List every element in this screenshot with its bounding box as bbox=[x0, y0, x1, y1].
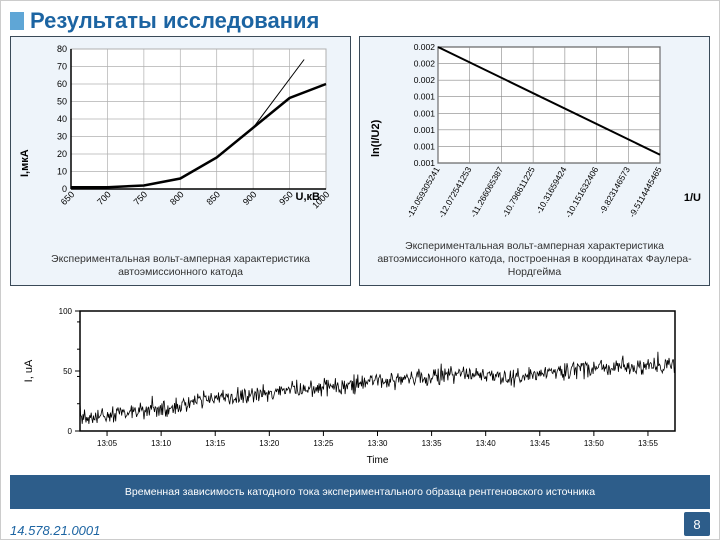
svg-text:13:15: 13:15 bbox=[205, 439, 226, 448]
svg-text:13:10: 13:10 bbox=[151, 439, 172, 448]
right-chart-xlabel: 1/U bbox=[684, 192, 701, 204]
svg-text:13:45: 13:45 bbox=[530, 439, 551, 448]
svg-text:0.001: 0.001 bbox=[414, 92, 436, 102]
left-chart-box: I,мкА 0102030405060708065070075080085090… bbox=[10, 36, 351, 286]
footer-code: 14.578.21.0001 bbox=[10, 523, 100, 538]
right-chart-ylabel: ln(I/U2) bbox=[370, 120, 382, 157]
svg-text:-10.796611225: -10.796611225 bbox=[500, 165, 537, 219]
svg-text:-9.5114445465: -9.5114445465 bbox=[627, 165, 664, 219]
bottom-chart-box: 0 50 100 I, uA 13:05 13:10 13:15 13:20 13:25 13:3… bbox=[10, 296, 710, 471]
right-chart-box: ln(I/U2) 0.0010.0010.0010.0010.0010.0020… bbox=[359, 36, 710, 286]
svg-text:-10.151632406: -10.151632406 bbox=[563, 165, 600, 220]
svg-text:100: 100 bbox=[59, 307, 73, 316]
svg-text:950: 950 bbox=[277, 189, 295, 207]
svg-text:13:30: 13:30 bbox=[367, 439, 388, 448]
svg-text:-13.059305241: -13.059305241 bbox=[404, 165, 441, 220]
svg-text:20: 20 bbox=[57, 149, 67, 159]
svg-text:0.002: 0.002 bbox=[414, 59, 436, 69]
svg-text:50: 50 bbox=[57, 97, 67, 107]
svg-text:10: 10 bbox=[57, 167, 67, 177]
svg-text:900: 900 bbox=[241, 189, 259, 207]
bottom-chart-caption: Временная зависимость катодного тока экс… bbox=[10, 475, 710, 509]
svg-text:13:35: 13:35 bbox=[422, 439, 443, 448]
svg-text:I, uA: I, uA bbox=[23, 359, 35, 382]
svg-text:0: 0 bbox=[68, 427, 73, 436]
top-charts-row: I,мкА 0102030405060708065070075080085090… bbox=[10, 36, 710, 286]
svg-text:0.002: 0.002 bbox=[414, 42, 436, 52]
right-chart-svg: 0.0010.0010.0010.0010.0010.0020.0020.002… bbox=[360, 37, 708, 237]
svg-text:0.001: 0.001 bbox=[414, 141, 436, 151]
svg-text:Time: Time bbox=[367, 455, 389, 466]
svg-text:850: 850 bbox=[204, 189, 222, 207]
svg-text:13:40: 13:40 bbox=[476, 439, 497, 448]
svg-text:50: 50 bbox=[63, 367, 72, 376]
title-bar: Результаты исследования bbox=[10, 8, 319, 34]
svg-text:13:50: 13:50 bbox=[584, 439, 605, 448]
left-chart-svg: 0102030405060708065070075080085090095010… bbox=[11, 37, 349, 237]
svg-text:-10.31659424: -10.31659424 bbox=[534, 165, 569, 216]
page-number: 8 bbox=[684, 512, 710, 536]
svg-text:700: 700 bbox=[95, 189, 113, 207]
svg-text:13:25: 13:25 bbox=[313, 439, 334, 448]
left-chart-ylabel: I,мкА bbox=[19, 149, 31, 177]
right-chart-caption: Экспериментальная вольт-амперная характе… bbox=[370, 240, 699, 279]
svg-text:13:05: 13:05 bbox=[97, 439, 118, 448]
svg-text:13:55: 13:55 bbox=[638, 439, 659, 448]
svg-text:0.001: 0.001 bbox=[414, 108, 436, 118]
svg-text:0.002: 0.002 bbox=[414, 75, 436, 85]
left-chart-xlabel: U,кВ bbox=[296, 191, 320, 203]
svg-text:13:20: 13:20 bbox=[259, 439, 280, 448]
slide-title: Результаты исследования bbox=[30, 8, 319, 34]
svg-text:0.001: 0.001 bbox=[414, 125, 436, 135]
svg-text:800: 800 bbox=[168, 189, 186, 207]
svg-text:-9.823146573: -9.823146573 bbox=[597, 165, 632, 216]
bottom-chart-svg: 0 50 100 I, uA 13:05 13:10 13:15 13:20 13:25 13:3… bbox=[10, 296, 710, 471]
svg-text:-12.072541253: -12.072541253 bbox=[436, 165, 473, 220]
svg-text:70: 70 bbox=[57, 62, 67, 72]
svg-text:-11.266065387: -11.266065387 bbox=[468, 165, 505, 219]
svg-text:80: 80 bbox=[57, 44, 67, 54]
svg-text:30: 30 bbox=[57, 132, 67, 142]
svg-text:40: 40 bbox=[57, 114, 67, 124]
title-accent-mark bbox=[10, 12, 24, 30]
svg-text:60: 60 bbox=[57, 79, 67, 89]
left-chart-caption: Экспериментальная вольт-амперная характе… bbox=[21, 253, 340, 279]
svg-text:750: 750 bbox=[132, 189, 150, 207]
